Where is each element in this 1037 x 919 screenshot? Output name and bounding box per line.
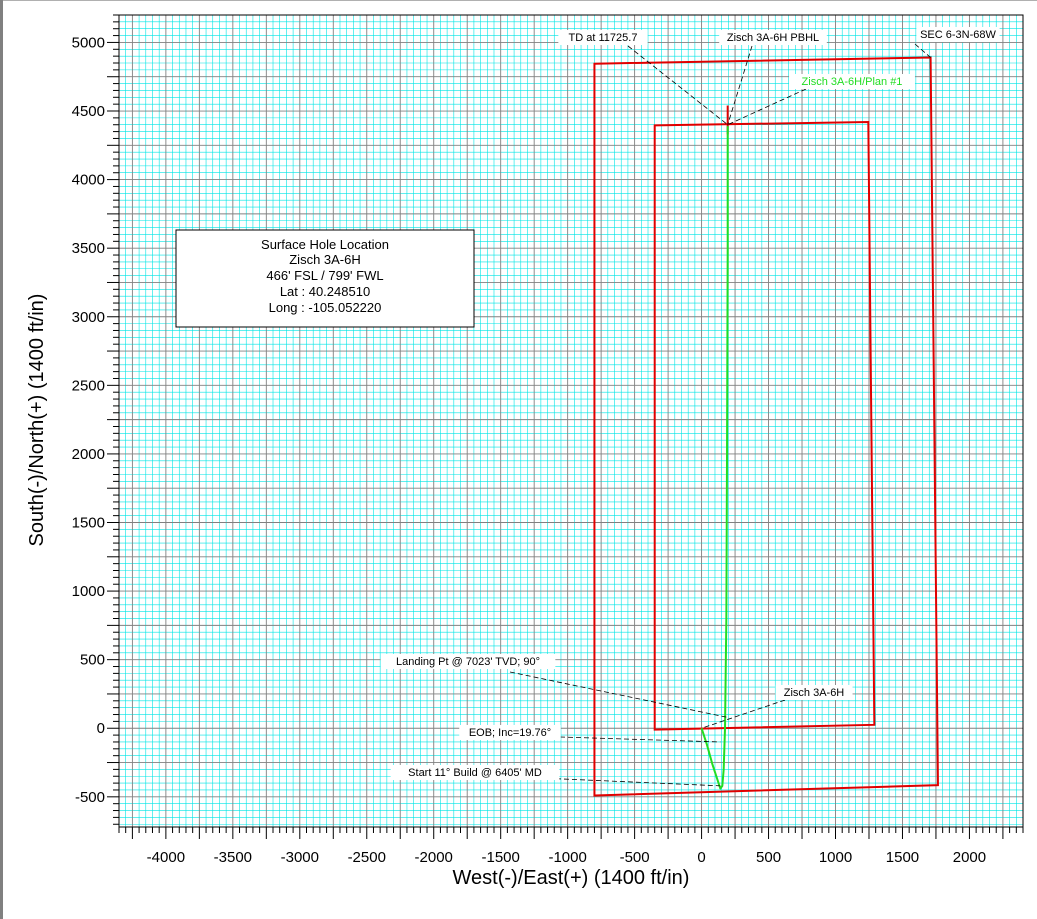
annotation-leader-eob [559,736,721,743]
x-tick-label: -1000 [548,849,586,866]
annotation-leader-well [701,699,786,729]
tick-labels: -4000 -3500 -3000 -2500 -2000 -1500 -1000 -500 0… [72,34,986,866]
annotation-label-bg-landing [380,654,556,669]
y-tick-label: 1500 [72,515,105,532]
annotation-leader-td [627,45,728,126]
annotation-leader-pbhl [727,45,753,125]
annotation-labels: TD at 11725.7 Zisch 3A-6H PBHL SEC 6-3N-68… [380,27,1000,780]
info-line-well: Zisch 3A-6H [289,252,361,267]
annotation-leader-section [914,43,931,58]
x-tick-label: 2000 [953,849,986,866]
annotation-leader-start [539,777,721,787]
x-tick-label: 0 [697,849,705,866]
x-tick-label: -2000 [415,849,453,866]
annotation-label-start: Start 11° Build @ 6405' MD [408,767,542,779]
x-tick-label: -2500 [348,849,386,866]
y-tick-label: 3500 [72,240,105,257]
window-frame-left [0,0,3,919]
annotation-label-section: SEC 6-3N-68W [920,29,996,41]
plot-area-background [119,15,1023,827]
annotation-label-bg-section [916,27,1000,42]
annotation-label-pbhl: Zisch 3A-6H PBHL [727,32,819,44]
info-line-title: Surface Hole Location [261,237,389,252]
annotation-label-bg-start [390,765,560,780]
y-axis-title: South(-)/North(+) (1400 ft/in) [26,294,48,547]
annotation-label-eob: EOB; Inc=19.76° [469,727,551,739]
info-box-frame [175,229,475,328]
annotation-leader-landing [509,671,728,718]
y-tick-label: 2500 [72,377,105,394]
annotation-label-plan: Zisch 3A-6H/Plan #1 [802,76,903,88]
x-axis-title: West(-)/East(+) (1400 ft/in) [453,867,690,889]
annotation-leader-plan [727,88,807,126]
annotation-label-bg-well [775,685,853,700]
y-tick-label: 0 [97,720,105,737]
well-path-series [700,126,729,790]
y-tick-label: 3000 [72,309,105,326]
annotation-label-td: TD at 11725.7 [569,32,638,44]
x-tick-label: -500 [620,849,650,866]
annotation-label-well: Zisch 3A-6H [784,687,845,699]
well-plan-line [700,126,729,790]
y-tick-label: 5000 [72,34,105,51]
x-tick-label: -3500 [214,849,252,866]
x-tick-label: 500 [756,849,781,866]
y-tick-label: 4000 [72,172,105,189]
y-tick-label: 4500 [72,103,105,120]
info-line-lat: Lat : 40.248510 [280,284,370,299]
x-tick-label: -4000 [147,849,185,866]
annotation-label-bg-pbhl [719,30,827,45]
annotation-leaders [509,43,931,787]
y-tick-label: 1000 [72,583,105,600]
x-tick-label: 1500 [886,849,919,866]
y-tick-label: 2000 [72,446,105,463]
x-tick-label: 1000 [819,849,852,866]
surface-hole-info-box: Surface Hole Location Zisch 3A-6H 466' F… [175,229,475,328]
annotation-label-bg-td [558,30,648,45]
annotation-label-bg-eob [459,725,561,740]
x-tick-label: -3000 [281,849,319,866]
info-line-long: Long : -105.052220 [269,300,382,315]
info-line-footage: 466' FSL / 799' FWL [266,268,383,283]
axis-ticks [107,14,1024,839]
y-tick-label: -500 [75,789,105,806]
hardline-boundary-polygon [653,120,876,731]
window-frame-top [0,0,1037,1]
plot-frame [118,14,1024,828]
y-tick-label: 500 [80,652,105,669]
annotation-label-bg-plan [789,74,915,89]
x-tick-label: -1500 [482,849,520,866]
annotation-label-landing: Landing Pt @ 7023' TVD; 90° [396,656,540,668]
